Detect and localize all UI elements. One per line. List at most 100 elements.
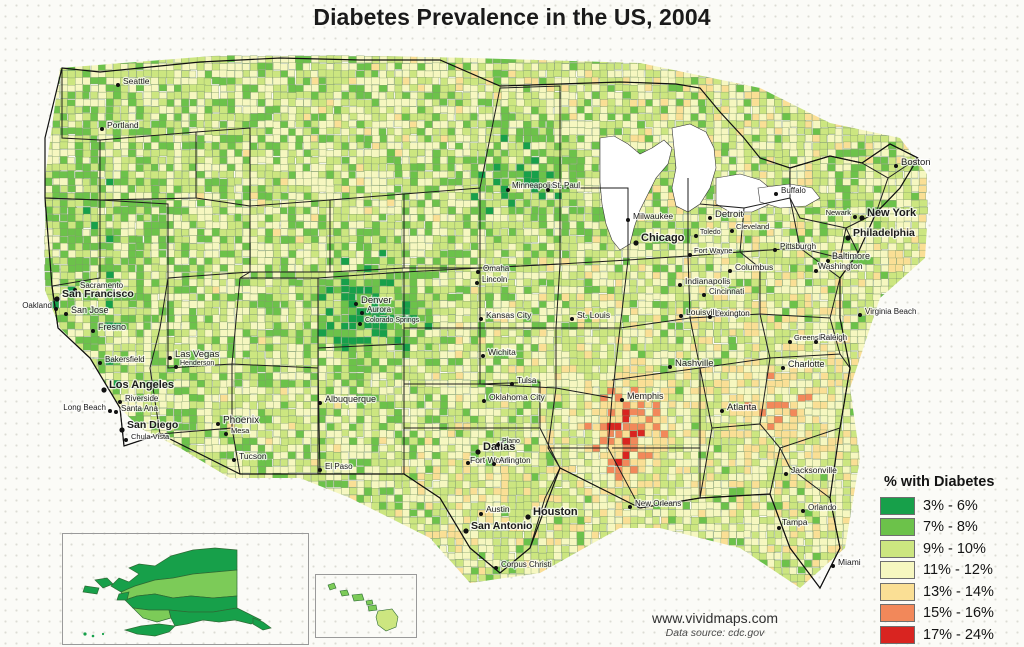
county-area — [424, 199, 433, 208]
county-area — [371, 142, 380, 150]
county-area — [356, 207, 365, 215]
county-area — [766, 55, 775, 64]
county-area — [188, 77, 198, 86]
county-area — [97, 228, 107, 236]
county-area — [546, 221, 555, 230]
county-area — [340, 106, 350, 115]
county-area — [120, 91, 128, 100]
county-area — [463, 135, 472, 142]
county-area — [842, 135, 852, 143]
county-area — [431, 113, 441, 122]
county-area — [135, 314, 145, 323]
county-area — [546, 206, 554, 215]
county-area — [303, 106, 312, 115]
county-area — [371, 336, 379, 345]
county-area — [584, 84, 592, 92]
county-area — [668, 343, 677, 352]
county-area — [705, 264, 714, 271]
county-area — [364, 77, 373, 86]
county-area — [705, 106, 714, 114]
county-area — [204, 250, 213, 259]
county-area — [569, 228, 578, 236]
county-area — [895, 250, 904, 259]
county-area — [903, 120, 912, 128]
county-area — [249, 77, 259, 85]
county-area — [576, 149, 586, 158]
county-area — [797, 178, 806, 186]
county-area — [827, 134, 835, 143]
county-area — [249, 329, 258, 337]
county-area — [530, 257, 538, 265]
county-area — [333, 70, 342, 78]
county-area — [401, 336, 409, 344]
county-area — [106, 221, 114, 228]
us-choropleth-map[interactable]: SeattleSeattlePortlandPortlandSacramento… — [0, 28, 1024, 635]
county-area — [181, 257, 189, 265]
county-area — [797, 77, 806, 86]
county-area — [659, 293, 669, 303]
county-area — [219, 329, 229, 337]
county-area — [865, 279, 874, 287]
county-area — [743, 321, 753, 331]
county-area — [470, 242, 479, 251]
county-area — [295, 206, 305, 215]
county-area — [211, 228, 221, 237]
county-area — [371, 127, 381, 136]
county-area — [652, 264, 661, 273]
county-area — [355, 163, 364, 172]
county-area — [592, 192, 600, 201]
county-area — [45, 70, 54, 79]
county-area — [250, 322, 258, 331]
county-area — [295, 271, 304, 279]
county-area — [341, 77, 350, 85]
county-area — [895, 343, 904, 351]
county-area — [644, 113, 653, 122]
county-area — [652, 271, 661, 280]
county-area — [182, 127, 190, 135]
county-area — [652, 135, 661, 144]
county-area — [235, 113, 244, 122]
county-area — [523, 84, 531, 93]
county-area — [371, 91, 380, 100]
county-area — [143, 264, 153, 273]
county-area — [158, 193, 167, 202]
county-area — [189, 257, 197, 266]
county-area — [204, 106, 213, 114]
county-area — [349, 286, 357, 295]
county-area — [52, 156, 60, 165]
county-area — [470, 286, 479, 295]
county-area — [379, 228, 388, 237]
county-area — [105, 185, 114, 193]
county-area — [637, 279, 646, 287]
county-area — [645, 358, 654, 367]
county-area — [781, 264, 790, 272]
county-area — [622, 55, 631, 63]
county-area — [447, 228, 455, 237]
county-area — [273, 177, 281, 186]
county-area — [797, 344, 805, 352]
county-area — [667, 264, 676, 273]
county-area — [599, 91, 608, 100]
county-area — [653, 329, 662, 338]
county-area — [204, 62, 213, 71]
county-area — [576, 163, 585, 172]
county-area — [219, 257, 228, 265]
county-area — [584, 235, 593, 243]
county-area — [44, 55, 52, 63]
county-area — [766, 149, 775, 158]
county-area — [333, 149, 342, 157]
county-area — [903, 98, 911, 107]
county-area — [401, 207, 410, 215]
county-area — [173, 307, 183, 315]
county-area — [97, 192, 106, 200]
county-area — [606, 105, 615, 114]
county-area — [501, 99, 510, 108]
county-area — [44, 156, 53, 165]
county-area — [196, 171, 206, 179]
county-area — [97, 99, 106, 107]
county-area — [287, 120, 295, 128]
county-area — [523, 149, 531, 157]
county-area — [812, 343, 820, 351]
county-area — [660, 56, 668, 65]
county-area — [227, 55, 236, 63]
